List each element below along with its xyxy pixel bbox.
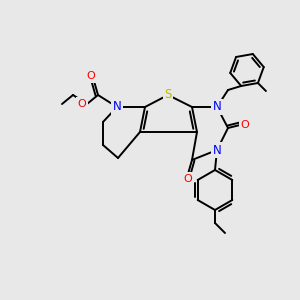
Text: O: O bbox=[184, 174, 192, 184]
Text: O: O bbox=[78, 99, 86, 109]
Text: N: N bbox=[213, 100, 221, 113]
Text: O: O bbox=[241, 120, 249, 130]
Text: N: N bbox=[112, 100, 122, 113]
Text: N: N bbox=[213, 143, 221, 157]
Text: O: O bbox=[87, 71, 95, 81]
Text: S: S bbox=[164, 88, 172, 101]
